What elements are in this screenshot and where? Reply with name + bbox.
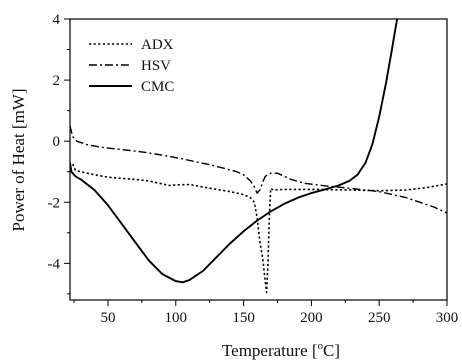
y-axis-label: Power of Heat [mW] bbox=[9, 88, 28, 231]
series-cmc-line bbox=[70, 19, 399, 284]
y-tick-label-2: 2 bbox=[53, 73, 61, 89]
series-adx-line bbox=[71, 163, 447, 294]
y-tick-label--4: -4 bbox=[48, 256, 61, 272]
legend-label-cmc: CMC bbox=[141, 79, 174, 95]
plot-frame bbox=[69, 18, 448, 301]
x-axis-label-degree: o bbox=[318, 340, 324, 352]
legend-label-adx: ADX bbox=[141, 37, 174, 53]
legend-label-hsv: HSV bbox=[141, 58, 171, 74]
x-tick-label-300: 300 bbox=[436, 310, 459, 326]
tick-marks bbox=[64, 18, 448, 306]
y-tick-label--2: -2 bbox=[48, 195, 61, 211]
x-tick-label-250: 250 bbox=[368, 310, 391, 326]
y-tick-label-0: 0 bbox=[53, 134, 61, 150]
x-tick-label-150: 150 bbox=[232, 310, 255, 326]
series-hsv-line bbox=[70, 125, 447, 214]
x-axis-label-main: Temperature [ bbox=[222, 341, 318, 360]
x-axis-label: Temperature [oC] bbox=[222, 340, 340, 360]
x-tick-label-100: 100 bbox=[165, 310, 188, 326]
tick-labels: 50 100 150 200 250 300 -4 -2 0 2 4 bbox=[48, 12, 459, 326]
series-layer bbox=[70, 19, 447, 294]
legend: ADX HSV CMC bbox=[89, 37, 174, 95]
x-tick-label-200: 200 bbox=[300, 310, 323, 326]
y-tick-label-4: 4 bbox=[53, 12, 61, 28]
x-axis-label-unit: C] bbox=[323, 341, 340, 360]
x-tick-label-50: 50 bbox=[100, 310, 115, 326]
